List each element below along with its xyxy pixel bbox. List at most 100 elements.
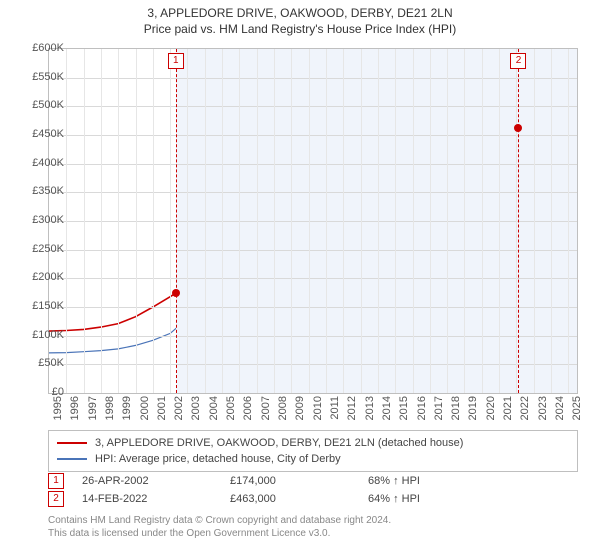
x-axis-label: 1997	[87, 396, 99, 426]
x-axis-label: 2002	[173, 396, 185, 426]
y-axis-label: £100K	[9, 329, 64, 341]
x-axis-label: 2020	[485, 396, 497, 426]
y-axis-label: £150K	[9, 300, 64, 312]
gridline-v	[395, 49, 396, 393]
gridline-v	[274, 49, 275, 393]
gridline-v	[187, 49, 188, 393]
gridline-h	[49, 364, 577, 365]
gridline-v	[153, 49, 154, 393]
gridline-v	[309, 49, 310, 393]
y-axis-label: £400K	[9, 157, 64, 169]
sale-date: 14-FEB-2022	[82, 493, 212, 505]
gridline-v	[413, 49, 414, 393]
gridline-v	[291, 49, 292, 393]
gridline-v	[101, 49, 102, 393]
footer-line: Contains HM Land Registry data © Crown c…	[48, 514, 578, 527]
sale-pct: 64% ↑ HPI	[368, 493, 488, 505]
gridline-v	[430, 49, 431, 393]
x-axis-label: 2006	[242, 396, 254, 426]
legend-row: HPI: Average price, detached house, City…	[57, 451, 569, 467]
sale-price: £463,000	[230, 493, 350, 505]
x-axis-label: 2022	[519, 396, 531, 426]
x-axis-label: 2018	[450, 396, 462, 426]
y-axis-label: £500K	[9, 99, 64, 111]
x-axis-label: 2004	[208, 396, 220, 426]
x-axis-label: 2007	[260, 396, 272, 426]
x-axis-label: 2001	[156, 396, 168, 426]
y-axis-label: £600K	[9, 42, 64, 54]
x-axis-label: 1995	[52, 396, 64, 426]
gridline-v	[170, 49, 171, 393]
gridline-h	[49, 250, 577, 251]
chart-container: 3, APPLEDORE DRIVE, OAKWOOD, DERBY, DE21…	[0, 0, 600, 560]
gridline-h	[49, 336, 577, 337]
gridline-v	[222, 49, 223, 393]
title-subtitle: Price paid vs. HM Land Registry's House …	[0, 22, 600, 36]
gridline-v	[499, 49, 500, 393]
sale-badge: 1	[48, 473, 64, 489]
x-axis-label: 2009	[294, 396, 306, 426]
x-axis-label: 1996	[69, 396, 81, 426]
legend-label: HPI: Average price, detached house, City…	[95, 453, 341, 465]
gridline-h	[49, 135, 577, 136]
gridline-v	[482, 49, 483, 393]
footer-line: This data is licensed under the Open Gov…	[48, 527, 578, 540]
gridline-h	[49, 307, 577, 308]
legend: 3, APPLEDORE DRIVE, OAKWOOD, DERBY, DE21…	[48, 430, 578, 472]
y-axis-label: £550K	[9, 71, 64, 83]
sale-marker	[172, 289, 180, 297]
x-axis-label: 1998	[104, 396, 116, 426]
sale-badge: 2	[48, 491, 64, 507]
gridline-h	[49, 221, 577, 222]
sale-vline	[176, 49, 177, 393]
sales-table: 1 26-APR-2002 £174,000 68% ↑ HPI 2 14-FE…	[48, 472, 578, 508]
sales-row: 2 14-FEB-2022 £463,000 64% ↑ HPI	[48, 490, 578, 508]
legend-row: 3, APPLEDORE DRIVE, OAKWOOD, DERBY, DE21…	[57, 435, 569, 451]
x-axis-label: 2014	[381, 396, 393, 426]
sale-price: £174,000	[230, 475, 350, 487]
gridline-v	[205, 49, 206, 393]
gridline-h	[49, 106, 577, 107]
x-axis-label: 2013	[364, 396, 376, 426]
gridline-v	[516, 49, 517, 393]
gridline-v	[568, 49, 569, 393]
x-axis-label: 2024	[554, 396, 566, 426]
footer: Contains HM Land Registry data © Crown c…	[48, 514, 578, 540]
y-axis-label: £200K	[9, 271, 64, 283]
x-axis-label: 2003	[190, 396, 202, 426]
sale-vline	[518, 49, 519, 393]
x-axis-label: 2023	[537, 396, 549, 426]
sale-badge-inline: 2	[510, 53, 526, 69]
legend-swatch	[57, 458, 87, 460]
sale-pct: 68% ↑ HPI	[368, 475, 488, 487]
x-axis-label: 2012	[346, 396, 358, 426]
gridline-v	[118, 49, 119, 393]
gridline-v	[464, 49, 465, 393]
gridline-h	[49, 78, 577, 79]
x-axis-label: 2021	[502, 396, 514, 426]
x-axis-label: 2008	[277, 396, 289, 426]
gridline-v	[326, 49, 327, 393]
gridline-v	[257, 49, 258, 393]
sale-badge-inline: 1	[168, 53, 184, 69]
x-axis-label: 2016	[416, 396, 428, 426]
gridline-v	[343, 49, 344, 393]
gridline-h	[49, 192, 577, 193]
chart-area: 12	[48, 48, 578, 394]
y-axis-label: £250K	[9, 243, 64, 255]
x-axis-label: 2025	[571, 396, 583, 426]
sale-date: 26-APR-2002	[82, 475, 212, 487]
x-axis-label: 2017	[433, 396, 445, 426]
gridline-v	[239, 49, 240, 393]
x-axis-label: 1999	[121, 396, 133, 426]
y-axis-label: £450K	[9, 128, 64, 140]
title-address: 3, APPLEDORE DRIVE, OAKWOOD, DERBY, DE21…	[0, 6, 600, 20]
y-axis-label: £300K	[9, 214, 64, 226]
gridline-v	[66, 49, 67, 393]
x-axis-label: 2010	[312, 396, 324, 426]
legend-swatch	[57, 442, 87, 444]
gridline-v	[84, 49, 85, 393]
legend-label: 3, APPLEDORE DRIVE, OAKWOOD, DERBY, DE21…	[95, 437, 463, 449]
gridline-v	[551, 49, 552, 393]
x-axis-label: 2019	[467, 396, 479, 426]
